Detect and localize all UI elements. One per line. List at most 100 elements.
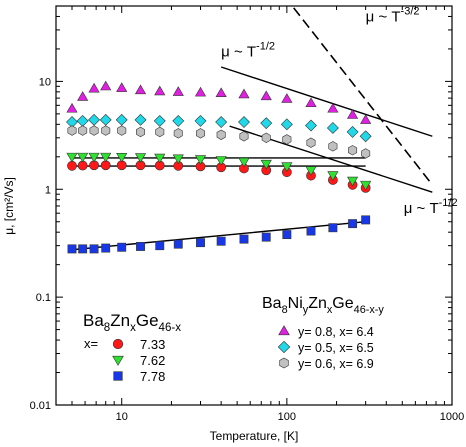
data-point	[238, 88, 250, 99]
data-point	[136, 242, 145, 251]
y-tick-label: 1	[45, 184, 51, 196]
series-5	[67, 215, 371, 254]
formula-part: Ni	[288, 295, 303, 312]
data-point	[360, 180, 372, 191]
data-point	[78, 125, 88, 136]
data-point	[77, 91, 89, 101]
data-point	[215, 116, 228, 128]
formula-part: Ge	[136, 311, 159, 330]
formula-part: y	[303, 304, 309, 316]
data-point	[89, 125, 99, 136]
y-axis-label: μ, [cm²/Vs]	[2, 177, 16, 235]
formula-part: 8	[104, 322, 110, 334]
data-point	[216, 129, 226, 140]
data-point	[154, 153, 166, 164]
data-point	[305, 166, 317, 176]
data-point	[88, 113, 101, 126]
annotation-mu-t-12-upper: μ ~ T-1/2	[221, 41, 275, 61]
annotation-mu-t-32: μ ~ T-3/2	[366, 5, 420, 25]
guide-line	[220, 66, 433, 137]
data-point	[328, 141, 338, 152]
legend-znge-prefix: x=	[84, 336, 98, 351]
data-point	[136, 126, 146, 138]
data-point	[306, 137, 316, 148]
annotation-exponent: -3/2	[401, 5, 420, 17]
x-tick-label: 10	[116, 411, 128, 423]
data-point	[66, 102, 78, 113]
data-point	[281, 162, 293, 173]
annotation-base: μ ~ T	[404, 200, 439, 217]
data-point	[305, 119, 317, 132]
data-point	[281, 93, 293, 103]
data-point	[115, 113, 128, 126]
legend-label: 7.62	[140, 353, 165, 368]
data-point	[328, 223, 338, 233]
data-point	[326, 122, 339, 134]
data-point	[77, 152, 89, 163]
legend-znge-title: Ba8ZnxGe46-x	[83, 311, 181, 334]
data-point	[173, 128, 183, 139]
formula-part: Ba	[83, 311, 104, 330]
data-point	[348, 219, 358, 229]
legend-marker	[112, 355, 124, 366]
data-point	[194, 155, 207, 165]
data-point	[360, 114, 372, 124]
annotation-base: μ ~ T	[221, 44, 256, 61]
data-point	[305, 97, 317, 108]
formula-part: 46-x	[159, 322, 182, 334]
y-tick-label: 10	[39, 76, 51, 88]
data-point	[260, 117, 273, 130]
data-point	[260, 159, 272, 170]
data-point	[239, 131, 249, 142]
legend-label: 7.33	[140, 337, 165, 352]
legend-label: 7.78	[140, 369, 165, 384]
data-point	[216, 236, 226, 246]
data-point	[359, 130, 372, 143]
formula-part: 8	[282, 304, 288, 316]
data-point	[134, 153, 147, 163]
formula-part: Ge	[332, 295, 353, 312]
x-tick-label: 100	[278, 411, 296, 423]
data-point	[238, 116, 250, 128]
series-1	[66, 113, 372, 143]
x-tick-label: 1000	[440, 411, 464, 423]
data-point	[215, 87, 227, 98]
data-point	[172, 114, 185, 127]
data-point	[134, 84, 147, 95]
data-point	[261, 132, 271, 143]
legend-marker	[278, 325, 290, 336]
data-point	[116, 82, 128, 92]
x-axis-label: Temperature, [K]	[210, 429, 299, 443]
data-point	[327, 171, 339, 181]
data-point	[155, 241, 165, 251]
series-2	[67, 125, 371, 159]
data-point	[66, 152, 78, 163]
data-point	[116, 153, 128, 163]
annotation-base: μ ~ T	[366, 8, 401, 25]
data-point	[196, 128, 205, 139]
data-point	[196, 238, 205, 248]
data-point	[215, 156, 227, 166]
data-point	[261, 232, 271, 242]
data-point	[282, 230, 292, 240]
data-point	[346, 125, 359, 138]
annotation-exponent: -1/2	[439, 197, 458, 209]
data-point	[361, 148, 371, 159]
data-point	[361, 215, 371, 225]
data-point	[101, 125, 111, 136]
data-point	[88, 82, 100, 93]
data-point	[348, 145, 358, 156]
data-point	[100, 152, 112, 163]
formula-part: x	[327, 304, 333, 316]
series-0	[66, 80, 372, 124]
legend-label: y= 0.6, x= 6.9	[298, 357, 374, 371]
annotations: μ ~ T-3/2μ ~ T-1/2μ ~ T-1/2	[221, 5, 457, 217]
data-point	[346, 176, 359, 187]
legends: Ba8ZnxGe46-xx= 7.337.627.78Ba8NiyZnxGe46-…	[83, 295, 384, 384]
data-point	[88, 152, 100, 163]
legend-label: y= 0.5, x= 6.5	[298, 341, 374, 355]
formula-part: 46-x-y	[354, 304, 385, 316]
data-point	[173, 239, 183, 249]
data-point	[76, 114, 89, 127]
